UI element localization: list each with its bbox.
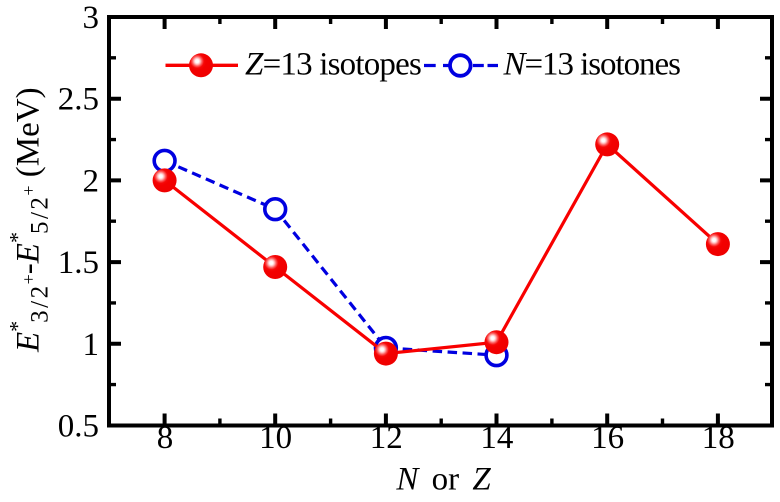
- svg-text:N or Z: N or Z: [395, 462, 491, 498]
- svg-text:3: 3: [83, 0, 100, 36]
- svg-text:18: 18: [702, 420, 735, 456]
- svg-text:12: 12: [370, 420, 403, 456]
- svg-text:E*3/2+-E*5/2+ (MeV): E*3/2+-E*5/2+ (MeV): [5, 87, 54, 353]
- svg-text:2: 2: [83, 163, 100, 199]
- svg-text:8: 8: [157, 420, 174, 456]
- svg-text:16: 16: [591, 420, 624, 456]
- svg-text:1: 1: [83, 327, 100, 363]
- svg-text:0.5: 0.5: [58, 409, 99, 445]
- svg-text:14: 14: [480, 420, 513, 456]
- svg-text:2.5: 2.5: [58, 82, 99, 118]
- svg-text:10: 10: [259, 420, 292, 456]
- svg-text:Z=13 isotopes: Z=13 isotopes: [245, 47, 421, 83]
- svg-text:1.5: 1.5: [58, 245, 99, 281]
- svg-text:N=13 isotones: N=13 isotones: [503, 47, 681, 83]
